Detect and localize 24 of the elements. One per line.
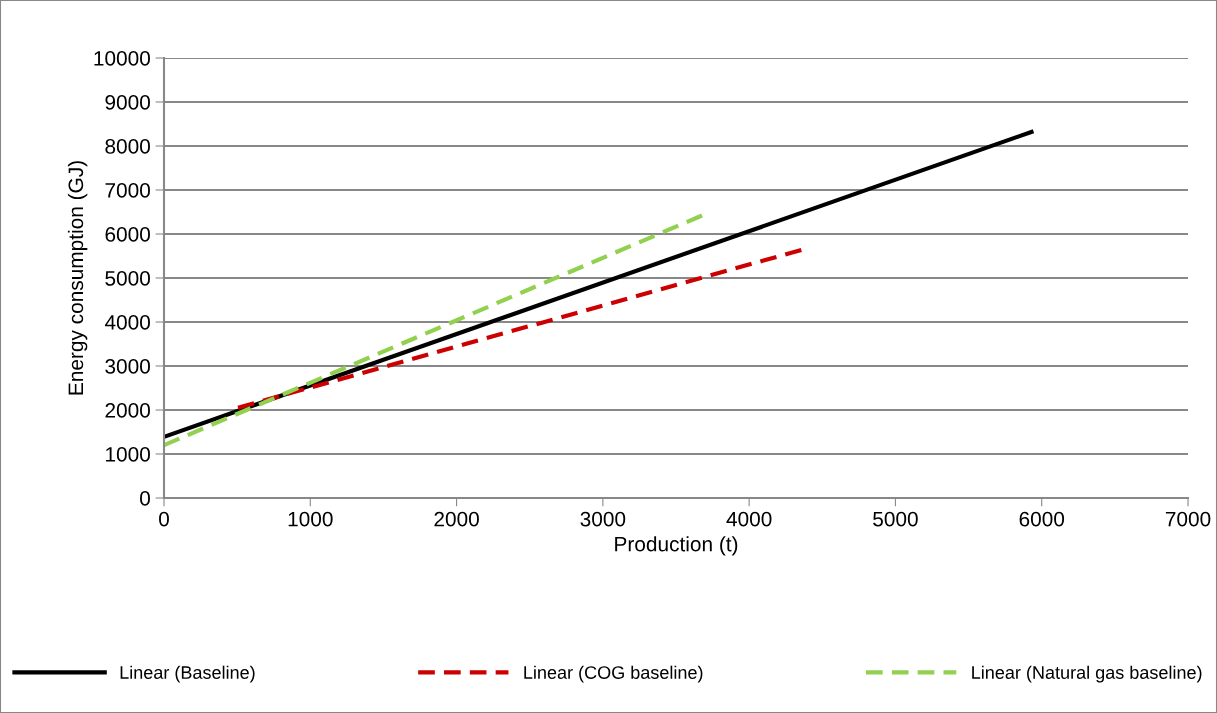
legend-label: Linear (Baseline) bbox=[120, 665, 255, 683]
y-tick-label: 2000 bbox=[105, 403, 150, 418]
x-tick-label: 0 bbox=[159, 511, 169, 527]
y-tick-label: 0 bbox=[140, 491, 150, 506]
x-tick-label: 6000 bbox=[1019, 511, 1065, 527]
x-tick-label: 2000 bbox=[434, 511, 479, 527]
legend-label: Linear (Natural gas baseline) bbox=[972, 665, 1202, 683]
y-tick-label: 5000 bbox=[105, 271, 150, 286]
y-tick-label: 1000 bbox=[106, 447, 150, 462]
legend-label: Linear (COG baseline) bbox=[524, 665, 703, 683]
y-axis-title: Energy consumption (GJ) bbox=[67, 161, 88, 395]
x-tick-label: 5000 bbox=[873, 511, 918, 527]
y-tick-label: 10000 bbox=[94, 51, 150, 66]
x-tick-label: 3000 bbox=[580, 511, 626, 527]
y-tick-label: 8000 bbox=[105, 139, 150, 154]
x-tick-label: 7000 bbox=[1165, 511, 1211, 527]
x-axis-title: Production (t) bbox=[615, 536, 738, 556]
y-tick-label: 4000 bbox=[104, 315, 150, 330]
y-tick-label: 6000 bbox=[105, 227, 150, 242]
y-tick-label: 3000 bbox=[105, 359, 150, 374]
y-tick-label: 9000 bbox=[105, 95, 150, 110]
x-tick-label: 1000 bbox=[288, 511, 333, 527]
x-tick-label: 4000 bbox=[726, 511, 772, 527]
y-tick-label: 7000 bbox=[105, 183, 150, 198]
